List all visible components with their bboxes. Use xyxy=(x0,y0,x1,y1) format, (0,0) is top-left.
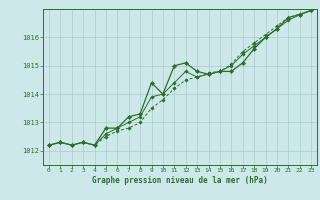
X-axis label: Graphe pression niveau de la mer (hPa): Graphe pression niveau de la mer (hPa) xyxy=(92,176,268,185)
